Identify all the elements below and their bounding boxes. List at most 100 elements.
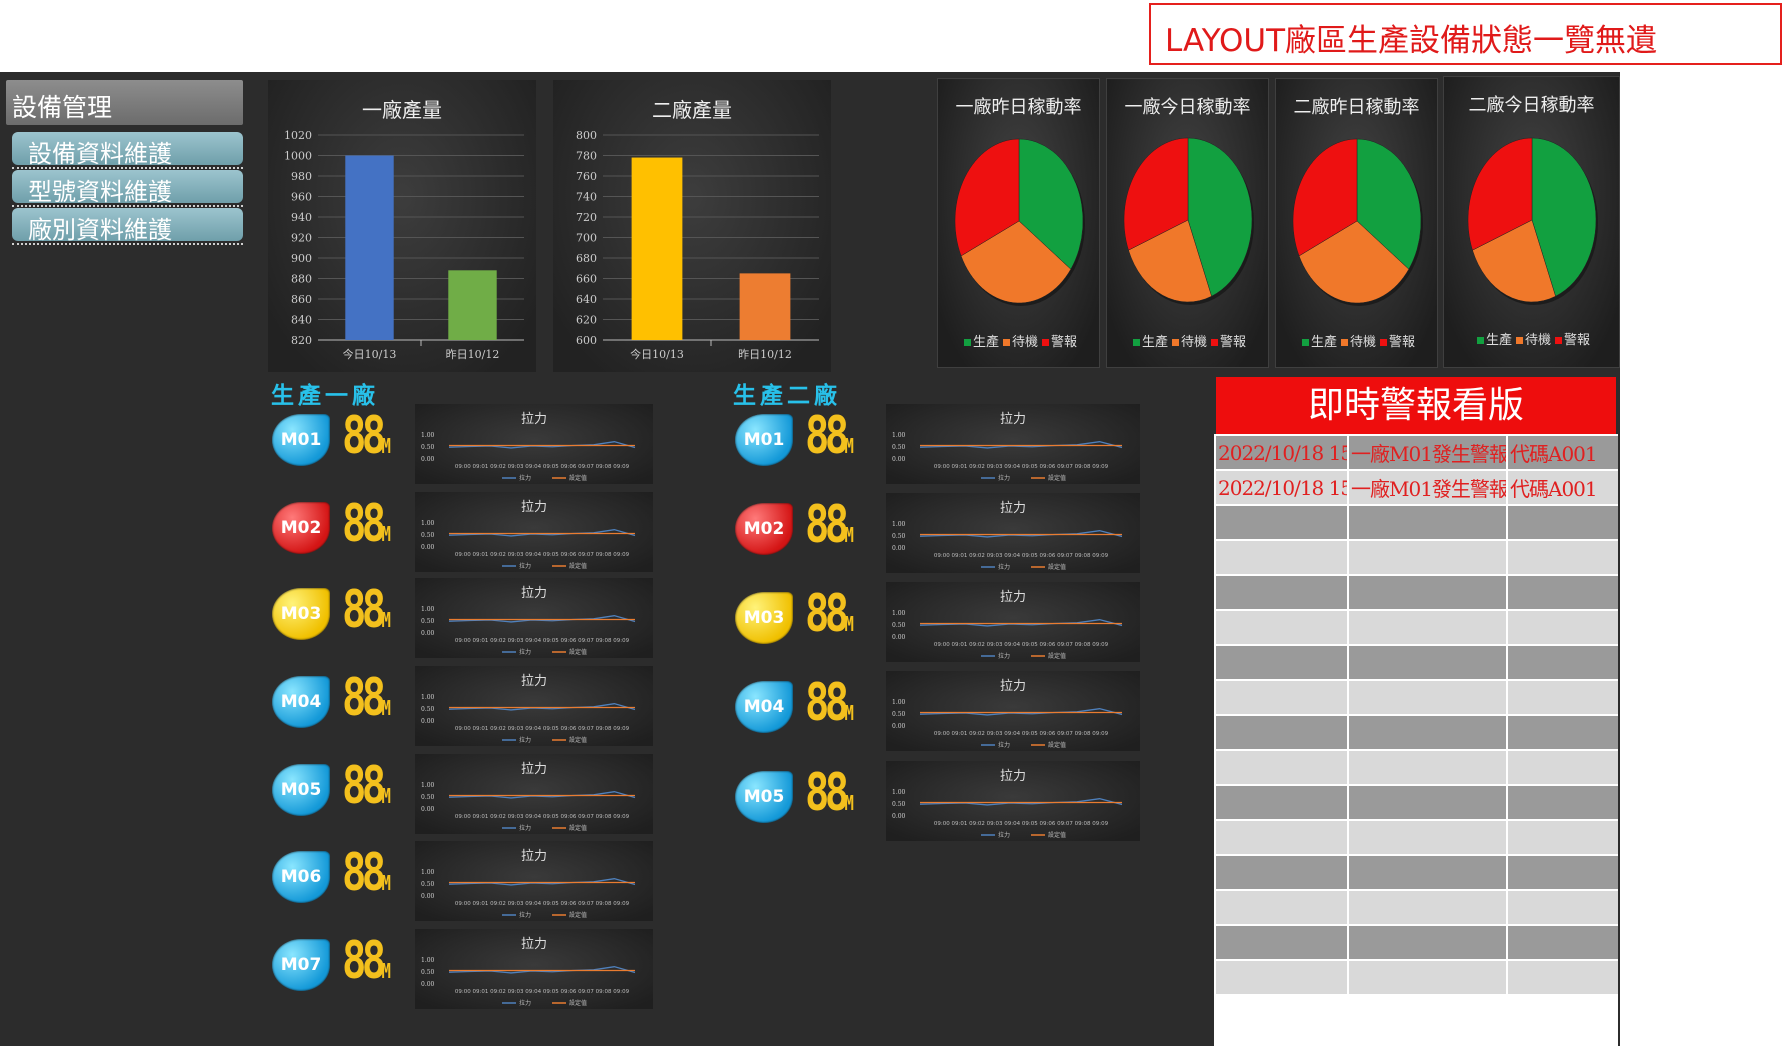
counter-value: 88 [805,584,849,644]
mini-series-line [919,798,1123,806]
mini-y-tick: 0.50 [421,618,435,625]
alarm-time: 2022/10/18 15:15 [1214,434,1349,471]
alarm-row[interactable] [1214,784,1618,821]
bar [448,270,497,340]
sidebar-item-plant-maintenance[interactable]: 廠別資料維護 [12,208,243,244]
counter-value: 88 [805,763,849,823]
legend-produce: 生產 [1485,333,1512,348]
mini-legend-label: 拉力 [519,999,531,1007]
y-tick-label: 700 [576,232,597,245]
alarm-message [1347,504,1508,541]
machine-counter: 88M [342,935,391,997]
alarm-row[interactable]: 2022/10/18 15:15一廠M01發生警報代碼A001 [1214,469,1618,506]
tension-mini-chart: 拉力 1.00 0.50 0.00 09:00 09:01 09:02 09:03 09… [886,404,1140,484]
y-tick-label: 1000 [284,150,312,163]
machine-counter: 88M [342,760,391,822]
machine-badge-m01[interactable]: M01 [272,414,330,466]
pie-slice-警報 [954,138,1020,257]
machine-badge-m03[interactable]: M03 [735,592,793,644]
bar-chart-plant2-svg: 600 620 640 660 680 700 720 740 760 780 800 今日10/13… [576,129,819,361]
machine-badge-m04[interactable]: M04 [735,681,793,733]
y-tick-label: 600 [576,334,597,347]
machine-counter: 88M [342,584,391,646]
machine-badge-m05[interactable]: M05 [272,764,330,816]
mini-y-tick: 0.00 [421,544,435,551]
alarm-row[interactable] [1214,959,1618,996]
mini-y-tick: 1.00 [892,699,906,706]
alarm-row[interactable] [1214,609,1618,646]
alarm-row[interactable] [1214,889,1618,926]
alarm-row[interactable] [1214,924,1618,961]
legend-produce: 生產 [1310,335,1337,350]
mini-chart-title: 拉力 [999,769,1026,784]
machine-counter: 88M [342,847,391,909]
alarm-message [1347,959,1508,996]
mini-chart-title: 拉力 [520,674,547,689]
alarm-code [1506,574,1618,611]
mini-y-tick: 0.00 [421,456,435,463]
machine-counter: 88M [805,410,854,472]
y-tick-label: 620 [576,314,597,327]
machine-badge-m01[interactable]: M01 [735,414,793,466]
mini-legend-label: 拉力 [519,474,531,482]
machine-badge-m03[interactable]: M03 [272,588,330,640]
tension-mini-chart: 拉力 1.00 0.50 0.00 09:00 09:01 09:02 09:03 09… [415,666,653,746]
mini-chart-svg: 1.00 0.50 0.00 09:00 09:01 09:02 09:03 09:0… [892,432,1123,482]
mini-chart-title: 拉力 [520,500,547,515]
machine-badge-m04[interactable]: M04 [272,676,330,728]
mini-chart-title: 拉力 [520,762,547,777]
pie-chart-svg [1123,137,1254,305]
mini-y-tick: 1.00 [892,610,906,617]
machine-badge-m07[interactable]: M07 [272,939,330,991]
counter-unit: M [381,522,391,546]
y-tick-label: 860 [291,293,312,306]
alarm-row[interactable] [1214,714,1618,751]
mini-chart-svg: 1.00 0.50 0.00 09:00 09:01 09:02 09:03 09:0… [421,782,636,832]
alarm-row[interactable] [1214,539,1618,576]
alarm-row[interactable]: 2022/10/18 15:15一廠M01發生警報代碼A001 [1214,434,1618,471]
alarm-row[interactable] [1214,574,1618,611]
sidebar-title: 設備管理 [6,80,243,125]
mini-y-tick: 1.00 [421,606,435,613]
mini-series-line [448,703,636,711]
mini-legend-label: 拉力 [998,652,1010,660]
sidebar-item-model-maintenance[interactable]: 型號資料維護 [12,170,243,206]
mini-series-line [448,878,636,886]
alarm-message [1347,819,1508,856]
pie-chart-svg [1292,138,1423,306]
mini-y-tick: 0.00 [892,545,906,552]
sidebar-item-equipment-maintenance[interactable]: 設備資料維護 [12,132,243,168]
machine-badge-m05[interactable]: M05 [735,771,793,823]
alarm-row[interactable] [1214,644,1618,681]
alarm-message [1347,784,1508,821]
machine-badge-m02[interactable]: M02 [272,502,330,554]
mini-legend-label: 拉力 [519,911,531,919]
mini-y-tick: 0.00 [892,813,906,820]
machine-counter: 88M [805,499,854,561]
alarm-row[interactable] [1214,504,1618,541]
alarm-time [1214,819,1349,856]
alarm-time [1214,679,1349,716]
chart-title: 二廠昨日稼動率 [1293,97,1420,118]
machine-badge-m06[interactable]: M06 [272,851,330,903]
mini-x-tick-labels: 09:00 09:01 09:02 09:03 09:04 09:05 09:0… [934,464,1109,470]
mini-y-tick: 1.00 [421,782,435,789]
mini-x-tick-labels: 09:00 09:01 09:02 09:03 09:04 09:05 09:0… [455,989,630,995]
y-tick-label: 960 [291,191,312,204]
mini-chart-svg: 1.00 0.50 0.00 09:00 09:01 09:02 09:03 09:0… [421,606,636,656]
alarm-row[interactable] [1214,749,1618,786]
mini-chart-svg: 1.00 0.50 0.00 09:00 09:01 09:02 09:03 09:0… [421,869,636,919]
alarm-code: 代碼A001 [1506,469,1618,506]
alarm-row[interactable] [1214,679,1618,716]
pie-slice-生產 [1018,138,1084,270]
machine-badge-m02[interactable]: M02 [735,503,793,555]
alarm-time [1214,959,1349,996]
alarm-code [1506,679,1618,716]
alarm-row[interactable] [1214,854,1618,891]
y-tick-label: 780 [576,150,597,163]
bar-chart-plant1-svg: 820 840 860 880 900 920 940 960 980 1000 1020 今日10/… [284,129,524,361]
mini-series-line [448,529,636,537]
alarm-code [1506,714,1618,751]
alarm-row[interactable] [1214,819,1618,856]
pie-panel-plant1-yesterday: 一廠昨日稼動率 生產 待機 警報 [937,78,1100,368]
